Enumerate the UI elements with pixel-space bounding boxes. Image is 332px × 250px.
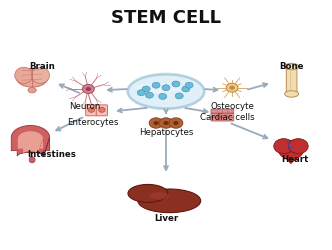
FancyBboxPatch shape (211, 109, 234, 113)
Text: Cardiac cells: Cardiac cells (200, 113, 254, 122)
Circle shape (162, 85, 170, 91)
Text: Heart: Heart (281, 155, 309, 164)
Ellipse shape (136, 83, 182, 93)
Text: Bone: Bone (280, 62, 304, 71)
Circle shape (82, 84, 94, 94)
Ellipse shape (138, 189, 201, 213)
Circle shape (159, 118, 173, 128)
Ellipse shape (15, 67, 33, 83)
FancyBboxPatch shape (211, 117, 234, 121)
Ellipse shape (149, 192, 169, 200)
Polygon shape (11, 126, 49, 156)
Circle shape (88, 107, 95, 112)
Text: STEM CELL: STEM CELL (111, 10, 221, 28)
Circle shape (274, 139, 293, 154)
Circle shape (86, 87, 91, 91)
FancyBboxPatch shape (286, 66, 297, 95)
Circle shape (288, 139, 308, 154)
FancyBboxPatch shape (86, 105, 97, 116)
Ellipse shape (16, 68, 48, 87)
Ellipse shape (128, 74, 204, 108)
Circle shape (152, 82, 160, 88)
Text: Liver: Liver (154, 214, 178, 223)
Polygon shape (18, 131, 43, 154)
Circle shape (175, 93, 183, 99)
Circle shape (279, 140, 303, 159)
Circle shape (137, 90, 145, 96)
Ellipse shape (29, 157, 35, 163)
Circle shape (172, 81, 180, 87)
Circle shape (142, 86, 150, 92)
FancyBboxPatch shape (211, 113, 234, 117)
Text: Osteocyte: Osteocyte (210, 102, 254, 111)
Circle shape (163, 121, 169, 125)
Text: Hepatocytes: Hepatocytes (139, 128, 193, 137)
Circle shape (173, 121, 179, 125)
Circle shape (153, 121, 159, 125)
Ellipse shape (31, 67, 49, 83)
Circle shape (185, 82, 193, 88)
Circle shape (159, 94, 167, 100)
Circle shape (149, 118, 163, 128)
Text: Intestines: Intestines (27, 150, 76, 159)
Ellipse shape (126, 73, 206, 110)
Circle shape (229, 86, 235, 90)
Text: Enterocytes: Enterocytes (68, 118, 119, 127)
Circle shape (182, 86, 190, 92)
Circle shape (169, 118, 183, 128)
Circle shape (145, 92, 153, 98)
Circle shape (226, 83, 238, 92)
Ellipse shape (28, 88, 36, 93)
Ellipse shape (285, 91, 298, 97)
Polygon shape (278, 150, 304, 164)
FancyBboxPatch shape (96, 105, 108, 116)
Text: Neuron: Neuron (69, 102, 101, 111)
Circle shape (99, 107, 105, 112)
Ellipse shape (285, 63, 298, 70)
Text: Brain: Brain (29, 62, 54, 71)
Ellipse shape (128, 184, 168, 202)
